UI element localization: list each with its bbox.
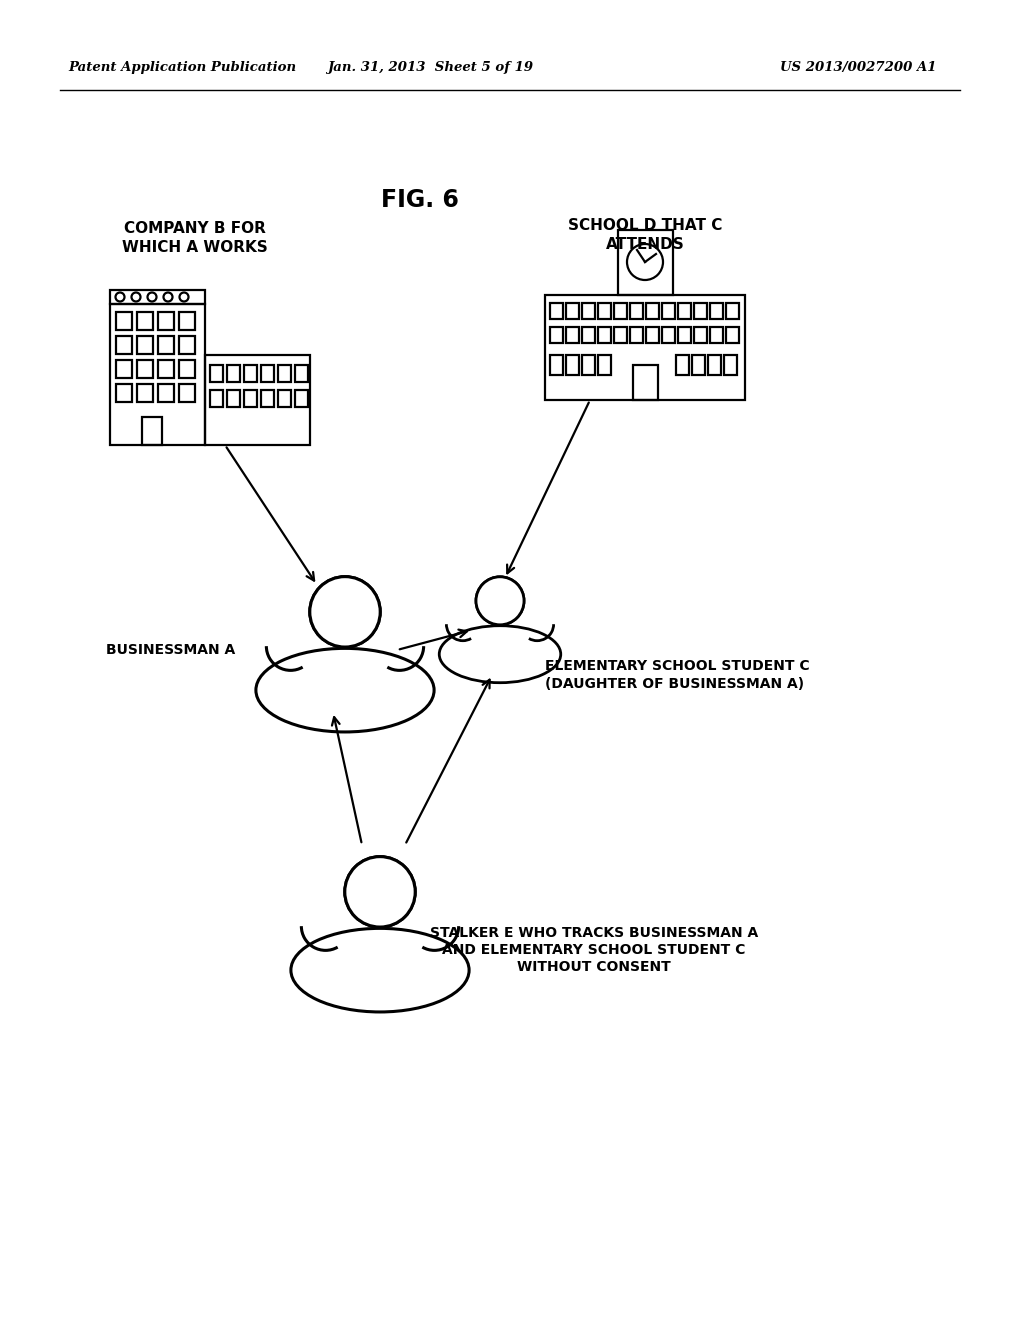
Bar: [158, 337, 174, 354]
Bar: [261, 366, 274, 381]
Bar: [137, 384, 153, 403]
Bar: [261, 389, 274, 407]
Bar: [545, 294, 745, 400]
Circle shape: [476, 577, 524, 624]
Bar: [598, 327, 611, 343]
Bar: [724, 355, 737, 375]
Bar: [227, 366, 240, 381]
Text: COMPANY B FOR
WHICH A WORKS: COMPANY B FOR WHICH A WORKS: [122, 222, 268, 255]
Bar: [582, 355, 595, 375]
Bar: [550, 327, 563, 343]
Bar: [205, 355, 310, 445]
Text: SCHOOL D THAT C
ATTENDS: SCHOOL D THAT C ATTENDS: [568, 218, 722, 252]
Bar: [116, 312, 132, 330]
Bar: [646, 327, 659, 343]
Text: US 2013/0027200 A1: US 2013/0027200 A1: [780, 62, 937, 74]
Bar: [598, 304, 611, 319]
Bar: [137, 337, 153, 354]
Circle shape: [310, 577, 380, 647]
Bar: [582, 304, 595, 319]
Bar: [179, 337, 195, 354]
Bar: [582, 327, 595, 343]
Bar: [210, 366, 223, 381]
Bar: [710, 304, 723, 319]
Bar: [646, 304, 659, 319]
Bar: [566, 355, 579, 375]
Bar: [244, 366, 257, 381]
Bar: [227, 389, 240, 407]
Bar: [179, 312, 195, 330]
Bar: [278, 366, 291, 381]
Bar: [110, 304, 205, 445]
Bar: [630, 304, 643, 319]
Text: ELEMENTARY SCHOOL STUDENT C
(DAUGHTER OF BUSINESSMAN A): ELEMENTARY SCHOOL STUDENT C (DAUGHTER OF…: [545, 660, 810, 690]
Bar: [110, 290, 205, 304]
Bar: [676, 355, 689, 375]
Bar: [550, 304, 563, 319]
Bar: [692, 355, 705, 375]
Bar: [210, 389, 223, 407]
Bar: [116, 360, 132, 378]
Bar: [662, 327, 675, 343]
Bar: [158, 360, 174, 378]
Text: Jan. 31, 2013  Sheet 5 of 19: Jan. 31, 2013 Sheet 5 of 19: [327, 62, 534, 74]
Bar: [116, 337, 132, 354]
Bar: [678, 327, 691, 343]
Bar: [137, 312, 153, 330]
Bar: [708, 355, 721, 375]
Bar: [566, 327, 579, 343]
Circle shape: [345, 857, 415, 927]
Bar: [295, 366, 308, 381]
Bar: [179, 384, 195, 403]
Bar: [726, 304, 739, 319]
Text: STALKER E WHO TRACKS BUSINESSMAN A
AND ELEMENTARY SCHOOL STUDENT C
WITHOUT CONSE: STALKER E WHO TRACKS BUSINESSMAN A AND E…: [430, 925, 758, 974]
Bar: [678, 304, 691, 319]
Bar: [158, 384, 174, 403]
Bar: [710, 327, 723, 343]
Bar: [630, 327, 643, 343]
Bar: [244, 389, 257, 407]
Bar: [662, 304, 675, 319]
Text: BUSINESSMAN A: BUSINESSMAN A: [105, 643, 234, 657]
Bar: [179, 360, 195, 378]
Bar: [550, 355, 563, 375]
Bar: [158, 312, 174, 330]
Bar: [116, 384, 132, 403]
Bar: [598, 355, 611, 375]
Bar: [694, 304, 707, 319]
Bar: [694, 327, 707, 343]
Text: Patent Application Publication: Patent Application Publication: [68, 62, 296, 74]
Bar: [142, 417, 162, 445]
Bar: [278, 389, 291, 407]
Bar: [614, 304, 627, 319]
Bar: [137, 360, 153, 378]
Bar: [618, 230, 673, 294]
Bar: [614, 327, 627, 343]
Bar: [566, 304, 579, 319]
Text: FIG. 6: FIG. 6: [381, 187, 459, 213]
Bar: [295, 389, 308, 407]
Bar: [726, 327, 739, 343]
Bar: [633, 366, 658, 400]
